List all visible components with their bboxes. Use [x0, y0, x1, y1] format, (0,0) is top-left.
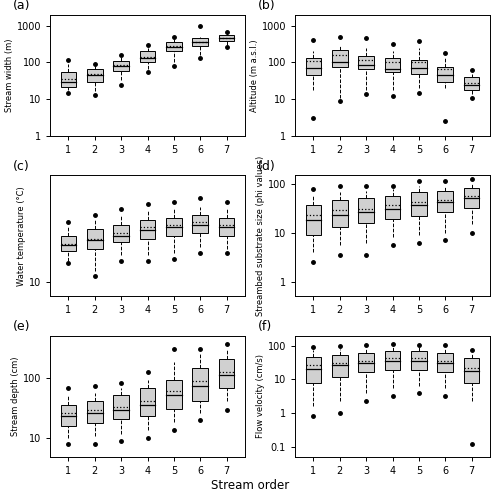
- Bar: [192, 216, 208, 233]
- Bar: [358, 56, 374, 69]
- Bar: [358, 197, 374, 222]
- Bar: [87, 401, 102, 423]
- Bar: [140, 51, 156, 62]
- Bar: [113, 61, 129, 71]
- Bar: [218, 359, 234, 388]
- Y-axis label: Flow velocity (cm/s): Flow velocity (cm/s): [256, 354, 265, 438]
- Y-axis label: Streambed substrate size (phi values): Streambed substrate size (phi values): [256, 156, 265, 316]
- Text: (a): (a): [12, 0, 30, 12]
- Bar: [218, 218, 234, 236]
- Bar: [218, 35, 234, 41]
- Bar: [464, 188, 479, 208]
- Text: (c): (c): [12, 160, 29, 173]
- Bar: [411, 192, 427, 216]
- Bar: [306, 357, 322, 382]
- Bar: [166, 380, 182, 409]
- Y-axis label: Stream depth (cm): Stream depth (cm): [11, 356, 20, 436]
- Text: (d): (d): [258, 160, 275, 173]
- Bar: [332, 355, 347, 377]
- Bar: [384, 58, 400, 72]
- Y-axis label: Stream width (m): Stream width (m): [4, 38, 14, 112]
- Bar: [384, 196, 400, 219]
- Bar: [192, 368, 208, 401]
- Bar: [113, 225, 129, 242]
- Bar: [464, 358, 479, 382]
- Bar: [438, 353, 453, 372]
- Bar: [60, 405, 76, 426]
- Bar: [60, 72, 76, 86]
- Bar: [411, 60, 427, 74]
- Text: (b): (b): [258, 0, 275, 12]
- Bar: [438, 67, 453, 82]
- Y-axis label: Water temperature (°C): Water temperature (°C): [17, 186, 26, 286]
- Bar: [140, 220, 156, 239]
- Bar: [464, 77, 479, 90]
- Bar: [358, 353, 374, 372]
- Bar: [332, 50, 347, 67]
- Text: Stream order: Stream order: [211, 479, 289, 491]
- Bar: [438, 191, 453, 212]
- Bar: [60, 236, 76, 251]
- Y-axis label: Altitude (m a.s.l.): Altitude (m a.s.l.): [250, 39, 258, 111]
- Bar: [166, 218, 182, 236]
- Bar: [166, 42, 182, 51]
- Bar: [306, 205, 322, 235]
- Bar: [411, 352, 427, 370]
- Bar: [332, 200, 347, 227]
- Bar: [384, 352, 400, 370]
- Bar: [192, 38, 208, 46]
- Text: (e): (e): [12, 320, 30, 333]
- Bar: [87, 69, 102, 82]
- Bar: [140, 388, 156, 416]
- Bar: [113, 395, 129, 419]
- Bar: [306, 58, 322, 75]
- Text: (f): (f): [258, 320, 272, 333]
- Bar: [87, 228, 102, 249]
